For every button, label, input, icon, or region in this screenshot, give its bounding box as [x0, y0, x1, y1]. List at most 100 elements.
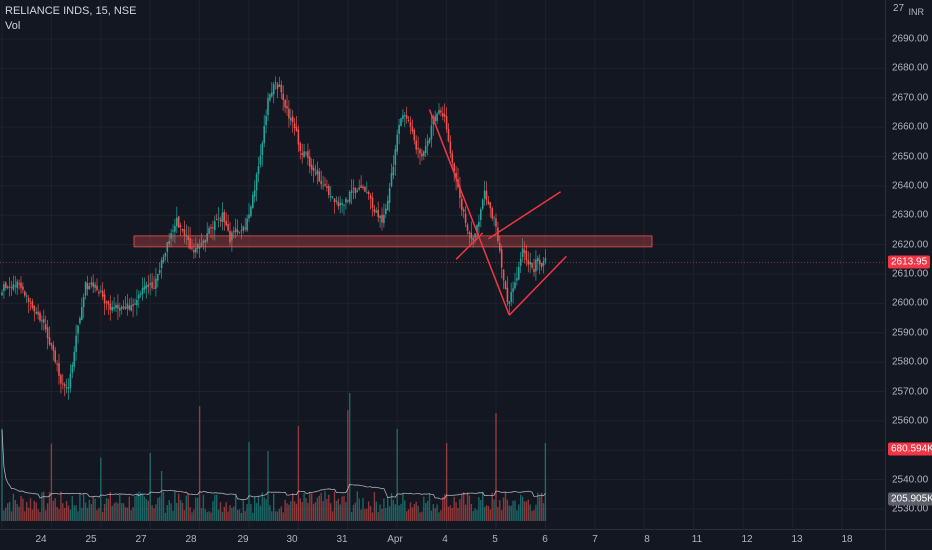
- volume-bar: [350, 511, 353, 521]
- candle-body: [5, 282, 7, 289]
- time-tick-label: 4: [442, 534, 448, 545]
- candle-body: [25, 295, 28, 297]
- candle-body: [58, 363, 60, 376]
- time-tick-label: 24: [35, 534, 47, 545]
- volume-bar: [480, 500, 482, 521]
- candle-body: [356, 190, 359, 192]
- volume-bar: [221, 511, 224, 521]
- volume-bar: [83, 493, 85, 521]
- price-tick-label: 2610.00: [892, 268, 929, 280]
- axis-settings-corner[interactable]: [885, 529, 932, 550]
- price-tick-label: 2590.00: [892, 327, 929, 339]
- candle-body: [480, 209, 482, 221]
- candle-body: [105, 301, 108, 303]
- volume-bar: [320, 492, 322, 521]
- volume-bar: [303, 493, 305, 521]
- volume-bar: [407, 509, 410, 521]
- volume-bar: [520, 494, 522, 521]
- volume-bar: [240, 512, 243, 521]
- volume-indicator-label[interactable]: Vol: [5, 20, 21, 32]
- volume-bar: [438, 512, 440, 521]
- volume-bar: [331, 511, 334, 521]
- candle-body: [523, 249, 526, 253]
- volume-bar: [525, 501, 528, 521]
- volume-bar: [366, 508, 368, 521]
- volume-bar: [322, 501, 324, 521]
- volume-bar: [250, 503, 252, 521]
- candle-body: [438, 110, 440, 114]
- volume-bar: [455, 502, 457, 521]
- price-chart[interactable]: [0, 0, 885, 529]
- volume-bar: [411, 507, 414, 521]
- volume-bar: [428, 493, 431, 521]
- candle-body: [379, 215, 381, 219]
- candle-body: [73, 351, 75, 367]
- candle-body: [6, 286, 9, 288]
- volume-bar: [170, 503, 172, 521]
- price-axis[interactable]: 2690.00 2680.00 2670.00 2660.00 2650.00 2640.…: [885, 0, 932, 529]
- volume-bar: [126, 507, 129, 521]
- candle-body: [242, 226, 245, 231]
- volume-bar: [41, 492, 43, 521]
- candle-body: [162, 256, 165, 263]
- volume-bar: [352, 504, 355, 521]
- volume-bar: [73, 505, 75, 521]
- time-tick-label: 7: [592, 534, 598, 545]
- volume-bar: [24, 511, 26, 521]
- candle-body: [366, 192, 368, 194]
- volume-bar: [487, 505, 490, 521]
- volume-bar: [533, 509, 535, 521]
- candle-body: [328, 186, 330, 196]
- candle-body: [360, 185, 362, 189]
- volume-bar: [198, 406, 201, 521]
- time-tick-label: 13: [791, 534, 803, 545]
- volume-bar: [18, 506, 20, 521]
- candle-body: [485, 190, 488, 201]
- volume-bar: [474, 508, 476, 521]
- volume-bar: [223, 506, 225, 521]
- candle-body: [130, 305, 132, 311]
- candle-body: [390, 173, 393, 187]
- volume-bar: [392, 499, 395, 521]
- volume-bar: [8, 501, 11, 521]
- candle-body: [267, 98, 269, 115]
- volume-bar: [202, 494, 205, 521]
- volume-bar: [293, 501, 296, 521]
- candle-body: [424, 146, 427, 153]
- trendline: [508, 255, 567, 316]
- candle-body: [331, 196, 334, 198]
- volume-bar: [189, 507, 191, 521]
- candle-body: [126, 303, 129, 309]
- volume-bar: [390, 493, 393, 521]
- candle-body: [227, 224, 229, 231]
- volume-bar: [280, 506, 282, 521]
- candle-body: [544, 258, 547, 262]
- volume-bar: [265, 498, 267, 521]
- volume-bar: [502, 497, 505, 521]
- volume-bar: [130, 510, 132, 521]
- candle-body: [24, 291, 26, 296]
- time-tick-label: 29: [237, 534, 249, 545]
- volume-bar: [71, 495, 73, 521]
- volume-bar: [168, 500, 170, 521]
- volume-bar: [50, 443, 53, 521]
- volume-bar: [406, 511, 408, 521]
- candle-body: [8, 286, 11, 288]
- volume-bar: [197, 497, 199, 521]
- volume-bar: [430, 510, 433, 521]
- candle-body: [160, 260, 163, 269]
- candle-body: [253, 190, 256, 197]
- candle-body: [255, 174, 258, 191]
- volume-bar: [77, 511, 79, 521]
- volume-bar: [512, 500, 514, 521]
- volume-bar: [510, 505, 512, 521]
- symbol-title[interactable]: RELIANCE INDS, 15, NSE: [5, 5, 137, 17]
- candle-body: [117, 304, 119, 309]
- candle-body: [291, 116, 294, 123]
- volume-bar: [200, 507, 203, 521]
- volume-bar: [423, 496, 425, 521]
- candle-body: [442, 113, 444, 117]
- volume-bar: [183, 510, 186, 521]
- time-tick-label: 31: [336, 534, 348, 545]
- time-axis[interactable]: 24 25 27 28 29 30 31 Apr 4 5 6 7 8 11 12 13 18: [0, 529, 885, 550]
